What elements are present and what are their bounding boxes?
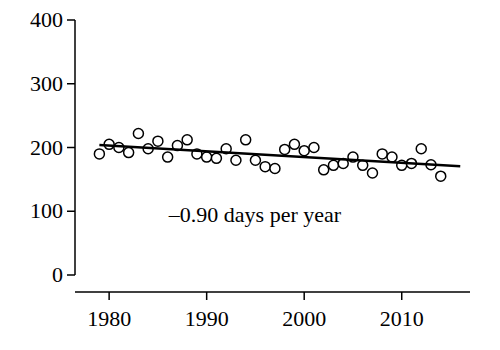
data-point: [270, 164, 280, 174]
data-point: [328, 160, 338, 170]
data-point: [163, 152, 173, 162]
data-point: [260, 162, 270, 172]
data-point: [153, 136, 163, 146]
data-point: [416, 144, 426, 154]
x-tick-label: 2010: [380, 306, 424, 331]
y-tick-label: 0: [52, 262, 63, 287]
data-point: [124, 148, 134, 158]
data-point: [133, 128, 143, 138]
data-point: [377, 149, 387, 159]
annotation: –0.90 days per year: [168, 202, 342, 227]
x-tick: [108, 292, 110, 300]
y-tick: [67, 211, 75, 213]
y-tick: [67, 83, 75, 85]
y-tick-label: 400: [30, 7, 63, 32]
data-point: [250, 155, 260, 165]
data-point: [202, 152, 212, 162]
chart: 0 100 200 300 400 1980 1990 2000 2010 –0.90 days …: [0, 0, 500, 350]
data-point: [309, 143, 319, 153]
data-point: [436, 171, 446, 181]
plot-marks: [94, 128, 460, 181]
x-tick: [206, 292, 208, 300]
y-tick: [67, 274, 75, 276]
y-tick-label: 200: [30, 135, 63, 160]
y-tick: [67, 147, 75, 149]
data-point: [211, 153, 221, 163]
x-tick: [401, 292, 403, 300]
y-tick-label: 100: [30, 198, 63, 223]
data-point: [289, 139, 299, 149]
x-tick-label: 1980: [87, 306, 131, 331]
data-point: [319, 165, 329, 175]
x-tick: [303, 292, 305, 300]
data-point: [94, 149, 104, 159]
x-tick-label: 1990: [185, 306, 229, 331]
y-tick: [67, 19, 75, 21]
x-tick-label: 2000: [282, 306, 326, 331]
y-tick-label: 300: [30, 71, 63, 96]
data-point: [182, 135, 192, 145]
data-point: [299, 146, 309, 156]
data-point: [367, 168, 377, 178]
data-point: [241, 135, 251, 145]
data-point: [280, 144, 290, 154]
x-axis: [75, 291, 470, 293]
trend-line: [99, 145, 460, 166]
data-point: [387, 152, 397, 162]
data-point: [231, 155, 241, 165]
